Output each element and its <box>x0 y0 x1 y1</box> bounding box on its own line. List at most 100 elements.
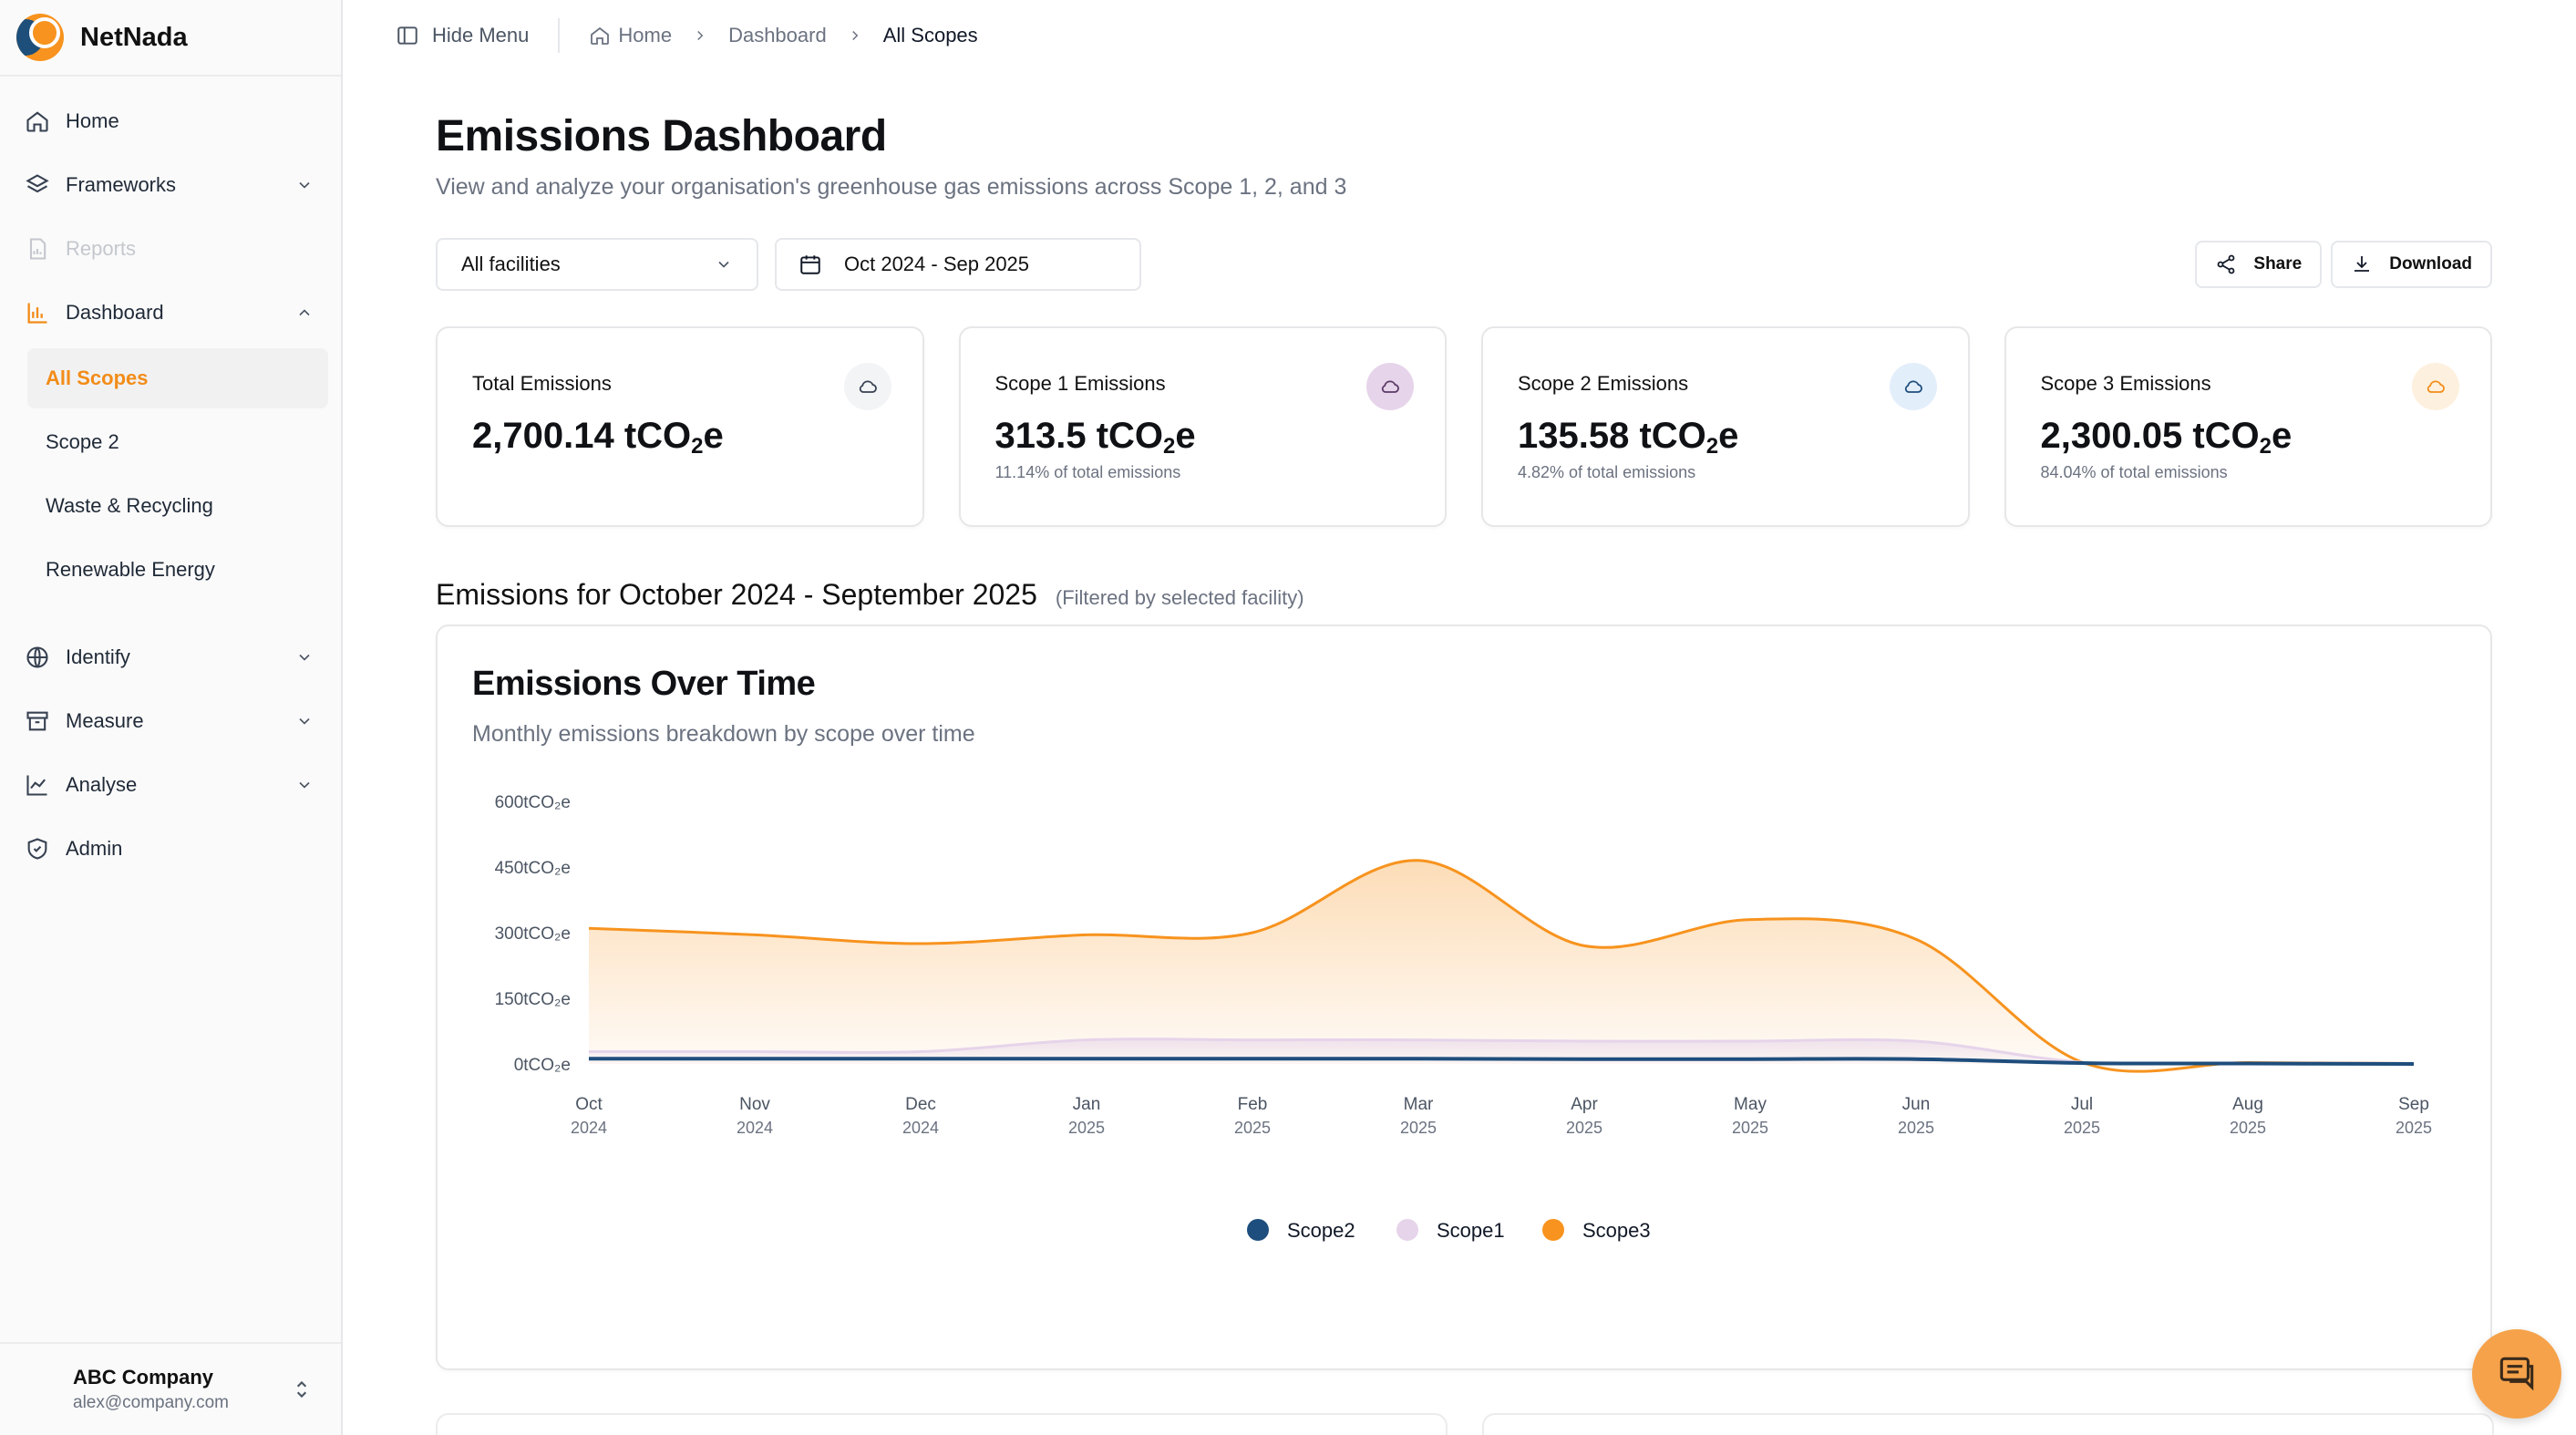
card-scope-2-emissions: Scope 2 Emissions 135.58 tCO2e 4.82% of … <box>1481 326 1970 527</box>
divider <box>558 18 561 53</box>
calendar-icon <box>800 255 820 274</box>
filter-bar: All facilities Oct 2024 - Sep 2025 Share… <box>436 237 2492 292</box>
x-tick-year: 2025 <box>1234 1119 1271 1137</box>
section-title: Emissions for October 2024 - September 2… <box>436 578 1037 611</box>
page-title: Emissions Dashboard <box>436 112 887 160</box>
sidebar-subitem-waste-recycling[interactable]: Waste & Recycling <box>46 494 213 517</box>
x-tick-label: Nov <box>739 1095 770 1114</box>
x-tick-label: Feb <box>1238 1095 1268 1114</box>
summary-cards: Total Emissions 2,700.14 tCO2e Scope 1 E… <box>436 326 2492 527</box>
breadcrumb: Home Dashboard All Scopes <box>589 24 978 47</box>
shield-icon <box>24 835 51 862</box>
card-value: 135.58 tCO2e <box>1518 416 1739 459</box>
sidebar-item-label: Analyse <box>66 773 138 796</box>
sidebar-item-admin[interactable]: Admin <box>0 817 341 881</box>
x-tick-year: 2024 <box>902 1119 939 1137</box>
y-tick-label: 600tCO₂e <box>495 793 571 812</box>
card-label: Scope 2 Emissions <box>1518 372 1689 395</box>
share-label: Share <box>2253 254 2303 274</box>
account-switcher[interactable]: ABC Company alex@company.com <box>0 1342 341 1435</box>
home-icon <box>591 26 610 45</box>
sidebar-item-frameworks[interactable]: Frameworks <box>0 153 341 217</box>
share-icon <box>2218 254 2235 274</box>
cloud-icon <box>1889 363 1937 410</box>
file-icon <box>24 235 51 263</box>
breadcrumb-label: Home <box>618 24 673 46</box>
x-tick-year: 2025 <box>2064 1119 2100 1137</box>
chart-subtitle: Monthly emissions breakdown by scope ove… <box>472 721 975 747</box>
x-tick-year: 2025 <box>1732 1119 1768 1137</box>
chevron-down-icon <box>299 781 310 789</box>
x-tick-label: Aug <box>2232 1095 2263 1114</box>
page-subtitle: View and analyze your organisation's gre… <box>436 174 1347 200</box>
sidebar-subitem-scope-2[interactable]: Scope 2 <box>46 430 119 453</box>
sidebar-nav: Home Frameworks Reports Dashboard All Sc… <box>0 77 341 881</box>
breadcrumb-current: All Scopes <box>882 24 978 46</box>
sidebar-subitem-renewable-energy[interactable]: Renewable Energy <box>46 558 215 581</box>
topbar: Hide Menu Home Dashboard All Scopes <box>345 0 2576 71</box>
sidebar-item-label: Reports <box>66 237 137 260</box>
x-tick-year: 2025 <box>2230 1119 2266 1137</box>
dashboard-submenu: All Scopes Scope 2 Waste & Recycling Ren… <box>0 348 341 600</box>
chevron-up-icon <box>299 309 310 316</box>
line-chart-icon <box>24 771 51 799</box>
bar-chart-icon <box>24 299 51 326</box>
hide-menu-button[interactable]: Hide Menu <box>396 24 529 47</box>
sidebar: NetNada Home Frameworks Reports Dashboar… <box>0 0 343 1435</box>
share-button[interactable]: Share <box>2195 241 2323 288</box>
sidebar-item-label: Home <box>66 109 119 132</box>
x-tick-label: Dec <box>905 1095 936 1114</box>
x-tick-label: Jan <box>1073 1095 1101 1114</box>
x-tick-year: 2025 <box>1566 1119 1602 1137</box>
download-button[interactable]: Download <box>2331 241 2492 288</box>
breadcrumb-home[interactable]: Home <box>589 24 672 47</box>
sidebar-item-label: Identify <box>66 645 130 668</box>
card-scope-3-emissions: Scope 3 Emissions 2,300.05 tCO2e 84.04% … <box>2004 326 2492 527</box>
sidebar-item-dashboard[interactable]: Dashboard <box>0 281 341 345</box>
date-range-picker[interactable]: Oct 2024 - Sep 2025 <box>775 238 1141 291</box>
chart-title: Emissions Over Time <box>472 665 816 703</box>
y-tick-label: 450tCO₂e <box>495 859 571 878</box>
netnada-logo <box>16 14 64 61</box>
legend-label-scope1: Scope1 <box>1437 1219 1505 1242</box>
sidebar-item-identify[interactable]: Identify <box>0 625 341 689</box>
section-heading: Emissions for October 2024 - September 2… <box>436 578 2492 612</box>
area-scope3 <box>589 860 2414 1072</box>
sidebar-item-measure[interactable]: Measure <box>0 689 341 753</box>
chevron-down-icon <box>299 718 310 725</box>
facility-select[interactable]: All facilities <box>436 238 758 291</box>
home-icon <box>24 108 51 135</box>
sidebar-item-home[interactable]: Home <box>0 89 341 153</box>
sidebar-item-analyse[interactable]: Analyse <box>0 753 341 817</box>
card-label: Scope 1 Emissions <box>994 372 1166 395</box>
download-label: Download <box>2389 254 2472 274</box>
layers-icon <box>24 171 51 199</box>
card-percentage: 4.82% of total emissions <box>1518 463 1696 481</box>
legend-label-scope3: Scope3 <box>1582 1219 1651 1242</box>
x-tick-label: May <box>1734 1095 1767 1114</box>
chevron-right-icon <box>697 30 704 41</box>
legend-swatch-scope2 <box>1247 1219 1269 1241</box>
main-content: Emissions Dashboard View and analyze you… <box>436 71 2492 1370</box>
x-tick-label: Apr <box>1571 1095 1598 1114</box>
breadcrumb-dashboard[interactable]: Dashboard <box>728 24 827 46</box>
hide-menu-label: Hide Menu <box>432 24 530 46</box>
chevron-down-icon <box>299 654 310 661</box>
card-label: Total Emissions <box>472 372 612 395</box>
card-value: 2,700.14 tCO2e <box>472 416 724 459</box>
cloud-icon <box>843 363 891 410</box>
x-tick-year: 2024 <box>571 1119 607 1137</box>
sidebar-item-label: Admin <box>66 837 123 860</box>
line-scope2 <box>588 1057 2415 1066</box>
chat-icon <box>2499 1357 2534 1391</box>
facility-select-value: All facilities <box>461 253 561 275</box>
line-scope3 <box>588 859 2415 1073</box>
x-tick-year: 2025 <box>2396 1119 2432 1137</box>
cloud-icon <box>2412 363 2459 410</box>
chat-button[interactable] <box>2472 1329 2561 1419</box>
emissions-area-chart: 0tCO₂e 150tCO₂e 300tCO₂e 450tCO₂e 600tCO₂e Oc… <box>495 793 2432 1242</box>
brand[interactable]: NetNada <box>0 0 341 77</box>
sidebar-subitem-all-scopes[interactable]: All Scopes <box>27 348 328 408</box>
chevron-down-icon <box>299 181 310 189</box>
y-tick-label: 0tCO₂e <box>514 1056 571 1075</box>
